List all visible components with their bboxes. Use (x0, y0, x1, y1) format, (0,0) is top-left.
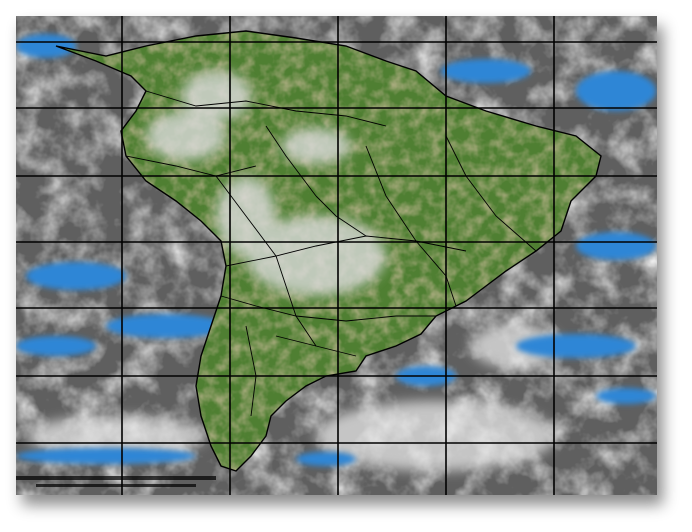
blue-patches (16, 34, 656, 466)
lat-lon-grid (16, 16, 657, 495)
dark-speckle (16, 476, 216, 487)
political-borders (125, 90, 537, 417)
satellite-map-image (16, 16, 657, 495)
satellite-map (16, 16, 657, 495)
